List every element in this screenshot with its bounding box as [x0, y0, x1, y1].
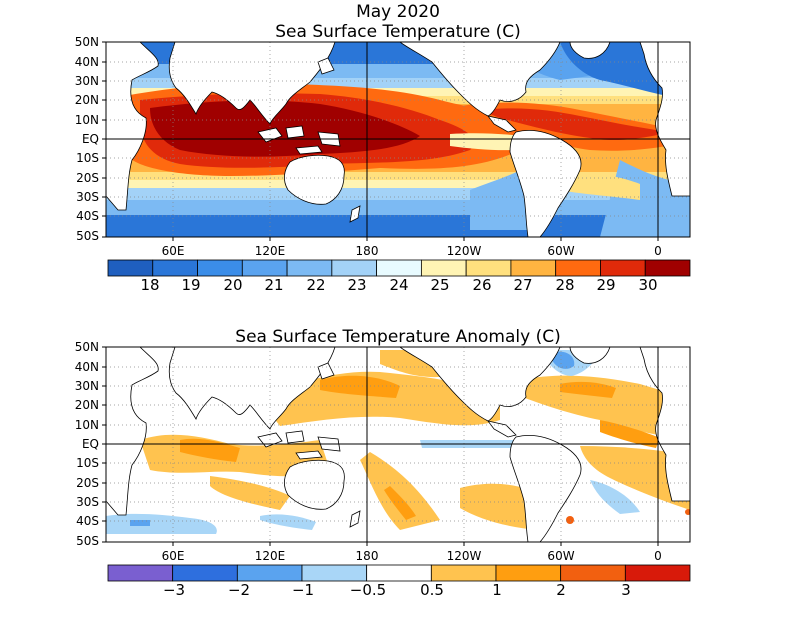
colorbar-swatch: [197, 259, 243, 277]
colorbar-label: 2: [556, 581, 566, 599]
lat-label: 30S: [76, 190, 99, 204]
colorbar-label: 22: [306, 276, 326, 294]
lat-label: 10N: [74, 113, 99, 127]
anomaly-map-title: Sea Surface Temperature Anomaly (C): [235, 327, 561, 347]
colorbar-label: 27: [513, 276, 533, 294]
lon-label: 60E: [161, 244, 185, 258]
lat-label: 20N: [74, 93, 99, 107]
land-masses-anomaly: [106, 347, 690, 542]
colorbar-swatch: [560, 564, 626, 582]
colorbar-label: −3: [162, 581, 186, 599]
colorbar-swatch: [236, 564, 303, 582]
colorbar-swatch: [495, 564, 562, 582]
anomaly-gridlines: [106, 347, 690, 542]
lon-label: 60E: [161, 549, 185, 563]
lon-label: 60W: [547, 549, 575, 563]
lon-label: 0: [654, 244, 662, 258]
lat-label: 40S: [76, 514, 99, 528]
colorbar-label: 25: [430, 276, 450, 294]
map-date: May 2020: [356, 2, 440, 22]
anomaly-colorbar: [107, 564, 691, 582]
colorbar-swatch: [644, 259, 691, 277]
lon-label: 60W: [547, 244, 575, 258]
sst-colorbar: [107, 259, 691, 277]
anomaly-field: [106, 347, 690, 542]
lon-label: 120E: [254, 244, 286, 258]
lat-label: 50S: [76, 229, 99, 243]
lon-label: 180: [355, 549, 379, 563]
lat-label: 50N: [74, 35, 99, 49]
colorbar-label: −1: [291, 581, 315, 599]
lat-label: EQ: [81, 437, 99, 451]
colorbar-swatch: [152, 259, 198, 277]
sst-gridlines: [106, 42, 690, 237]
colorbar-label: 28: [555, 276, 575, 294]
colorbar-swatch: [286, 259, 333, 277]
colorbar-label: 29: [596, 276, 616, 294]
lat-label: 30N: [74, 74, 99, 88]
lon-label: 120E: [254, 549, 286, 563]
lon-label: 180: [355, 244, 379, 258]
lon-label: 0: [654, 549, 662, 563]
colorbar-label: 3: [621, 581, 631, 599]
lat-label: 50S: [76, 534, 99, 548]
colorbar-label: 26: [472, 276, 492, 294]
lon-label: 120W: [446, 549, 482, 563]
colorbar-swatch: [624, 564, 691, 582]
colorbar-label: 19: [181, 276, 201, 294]
lat-label: EQ: [81, 132, 99, 146]
lat-label: 10S: [76, 456, 99, 470]
lat-label: 20S: [76, 171, 99, 185]
colorbar-label: 23: [347, 276, 367, 294]
colorbar-label: −2: [227, 581, 251, 599]
land-masses: [106, 42, 690, 237]
sst-map-title: Sea Surface Temperature (C): [275, 22, 521, 42]
colorbar-label: 21: [264, 276, 284, 294]
colorbar-swatch: [241, 259, 288, 277]
colorbar-label: 24: [389, 276, 409, 294]
lon-label: 120W: [446, 244, 482, 258]
colorbar-swatch: [107, 259, 154, 277]
colorbar-swatch: [301, 564, 368, 582]
colorbar-swatch: [172, 564, 238, 582]
lat-label: 40N: [74, 55, 99, 69]
colorbar-swatch: [430, 564, 497, 582]
colorbar-swatch: [107, 564, 174, 582]
lat-label: 40N: [74, 360, 99, 374]
colorbar-swatch: [376, 259, 422, 277]
colorbar-swatch: [510, 259, 557, 277]
lat-label: 20S: [76, 476, 99, 490]
colorbar-swatch: [600, 259, 646, 277]
colorbar-swatch: [555, 259, 601, 277]
lat-label: 50N: [74, 340, 99, 354]
colorbar-swatch: [465, 259, 512, 277]
colorbar-label: 30: [638, 276, 658, 294]
colorbar-swatch: [366, 564, 432, 582]
sst-field: [106, 42, 690, 237]
colorbar-label: 18: [140, 276, 160, 294]
colorbar-label: −0.5: [349, 581, 387, 599]
lat-label: 20N: [74, 398, 99, 412]
colorbar-swatch: [331, 259, 378, 277]
colorbar-label: 0.5: [420, 581, 444, 599]
lat-label: 10N: [74, 418, 99, 432]
lat-label: 40S: [76, 209, 99, 223]
colorbar-swatch: [420, 259, 467, 277]
colorbar-label: 1: [492, 581, 502, 599]
colorbar-label: 20: [223, 276, 243, 294]
lat-label: 30N: [74, 379, 99, 393]
lat-label: 10S: [76, 151, 99, 165]
lat-label: 30S: [76, 495, 99, 509]
